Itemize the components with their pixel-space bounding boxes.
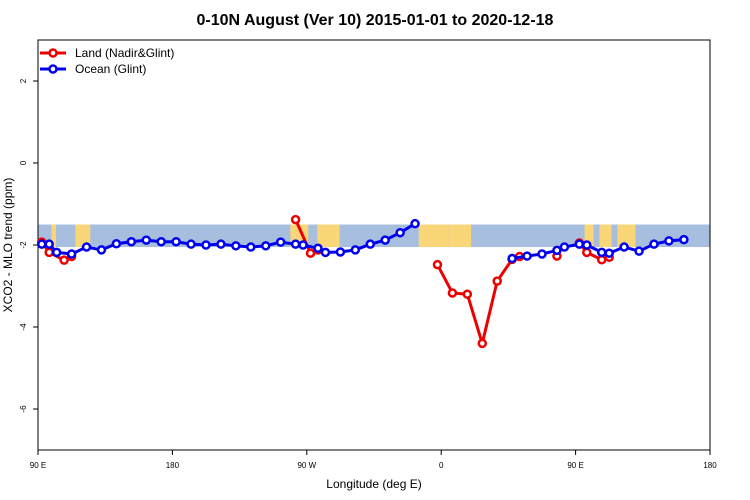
series-land-point-17 <box>596 255 607 265</box>
series-ocean-point-8 <box>141 235 152 245</box>
series-layer <box>36 214 689 349</box>
series-ocean-point-14 <box>231 241 241 251</box>
series-ocean-point-32 <box>559 242 570 252</box>
x-tick-label-2: 90 W <box>297 461 316 470</box>
series-ocean-point-27 <box>410 218 420 229</box>
series-land-point-10 <box>477 338 488 349</box>
y-tick-label-3: 0 <box>19 160 28 165</box>
x-axis-title: Longitude (deg E) <box>326 477 421 491</box>
band-land-3 <box>317 224 340 248</box>
chart-title: 0-10N August (Ver 10) 2015-01-01 to 2020… <box>197 12 554 29</box>
series-ocean-point-31 <box>552 245 562 256</box>
series-ocean-point-30 <box>537 249 547 259</box>
series-ocean <box>36 218 689 264</box>
series-ocean-point-19 <box>298 240 308 250</box>
series-ocean-point-20 <box>313 243 323 254</box>
series-ocean-point-39 <box>649 239 659 249</box>
legend-label-land: Land (Nadir&Glint) <box>75 46 174 60</box>
series-land-point-5 <box>305 248 316 258</box>
legend-item-land: Land (Nadir&Glint) <box>40 46 174 60</box>
legend-label-ocean: Ocean (Glint) <box>75 62 146 76</box>
series-ocean-point-22 <box>335 247 346 257</box>
band-land-7 <box>599 224 612 248</box>
series-ocean-point-15 <box>246 242 256 252</box>
series-ocean-point-11 <box>186 239 196 249</box>
series-land-point-4 <box>290 214 301 225</box>
band-land-0 <box>51 224 56 248</box>
series-land-point-7 <box>432 259 443 270</box>
series-land-point-8 <box>447 288 458 298</box>
band-land-1 <box>75 224 91 248</box>
series-ocean-line-0 <box>41 222 416 256</box>
series-ocean-point-18 <box>290 239 301 249</box>
series-ocean-point-36 <box>604 248 614 258</box>
series-land-point-2 <box>59 255 69 265</box>
legend-item-ocean: Ocean (Glint) <box>40 62 146 76</box>
series-ocean-point-12 <box>201 240 211 250</box>
series-ocean-point-26 <box>395 227 405 238</box>
series-ocean-point-9 <box>156 236 166 247</box>
series-ocean-point-24 <box>365 239 376 249</box>
series-ocean-point-10 <box>171 236 181 247</box>
y-axis: -6 -4 -2 0 2 <box>19 78 38 413</box>
series-ocean-point-35 <box>596 247 607 258</box>
series-land-point-1 <box>44 247 54 258</box>
series-ocean-point-16 <box>260 241 271 251</box>
series-ocean-point-17 <box>275 237 286 247</box>
series-ocean-point-33 <box>574 239 585 249</box>
series-ocean-point-21 <box>320 247 331 258</box>
legend-marker-land <box>48 48 58 58</box>
series-ocean-point-4 <box>81 242 92 252</box>
series-ocean-point-13 <box>216 239 226 249</box>
series-ocean-point-3 <box>66 249 77 259</box>
series-ocean-point-28 <box>507 253 517 264</box>
band-land-8 <box>617 224 636 248</box>
series-ocean-point-0 <box>36 239 47 249</box>
series-ocean-point-2 <box>51 247 62 258</box>
series-land-point-16 <box>582 247 592 258</box>
y-tick-label-1: -4 <box>19 323 28 331</box>
x-axis: 90 E 180 90 W 0 90 E 180 <box>30 450 717 470</box>
series-ocean-point-34 <box>582 240 592 250</box>
band-land-4 <box>418 224 449 248</box>
series-ocean-point-6 <box>111 239 122 249</box>
y-axis-title: XCO2 - MLO trend (ppm) <box>1 178 15 313</box>
legend: Land (Nadir&Glint) Ocean (Glint) <box>40 46 174 76</box>
x-tick-label-3: 0 <box>439 461 444 470</box>
series-ocean-point-29 <box>522 251 532 261</box>
band-land-6 <box>584 224 594 248</box>
x-tick-label-5: 180 <box>703 461 717 470</box>
series-land-point-9 <box>462 289 473 299</box>
legend-marker-ocean <box>48 64 58 74</box>
x-tick-label-1: 180 <box>166 461 180 470</box>
series-ocean-point-40 <box>664 236 674 246</box>
x-tick-label-0: 90 E <box>30 461 46 470</box>
series-ocean-point-7 <box>126 236 137 247</box>
series-ocean-point-23 <box>350 245 361 255</box>
series-ocean-point-5 <box>96 245 107 255</box>
band-land-5 <box>448 224 472 248</box>
series-ocean-point-1 <box>44 239 54 249</box>
series-ocean-point-38 <box>634 246 644 256</box>
series-ocean-point-37 <box>619 242 629 252</box>
series-land-point-11 <box>492 276 502 286</box>
y-tick-label-2: -2 <box>19 241 28 249</box>
y-tick-label-0: -6 <box>19 405 28 413</box>
x-tick-label-4: 90 E <box>567 461 583 470</box>
series-land-line-2 <box>436 255 521 345</box>
y-tick-label-4: 2 <box>19 78 28 83</box>
series-ocean-point-25 <box>380 235 390 245</box>
series-ocean-point-41 <box>679 234 689 245</box>
